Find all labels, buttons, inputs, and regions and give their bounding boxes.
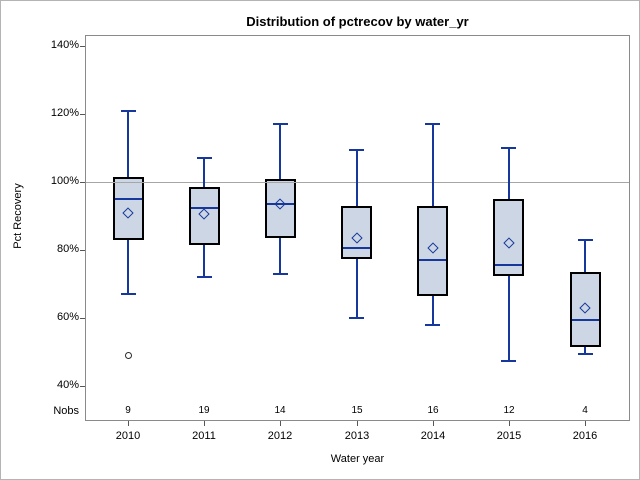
- lower-whisker-stem: [127, 240, 129, 294]
- box-iqr-border: [493, 199, 524, 276]
- y-tick-mark: [80, 182, 85, 183]
- median-line: [115, 198, 142, 200]
- upper-whisker-stem: [279, 124, 281, 179]
- upper-whisker-cap: [425, 123, 440, 125]
- x-tick-mark: [280, 421, 281, 426]
- x-tick-mark: [585, 421, 586, 426]
- lower-whisker-stem: [508, 276, 510, 361]
- x-tick-mark: [128, 421, 129, 426]
- upper-whisker-stem: [584, 240, 586, 272]
- x-tick-label: 2013: [344, 430, 370, 442]
- lower-whisker-cap: [197, 276, 212, 278]
- box-iqr-border: [570, 272, 601, 347]
- upper-whisker-cap: [501, 147, 516, 149]
- nobs-value: 12: [503, 405, 515, 416]
- nobs-value: 16: [427, 405, 439, 416]
- y-tick-label: 40%: [56, 379, 79, 391]
- y-tick-mark: [80, 250, 85, 251]
- upper-whisker-stem: [432, 124, 434, 206]
- upper-whisker-cap: [349, 149, 364, 151]
- lower-whisker-cap: [501, 360, 516, 362]
- median-line: [495, 264, 522, 266]
- box-iqr-fill: [341, 206, 372, 259]
- x-tick-mark: [433, 421, 434, 426]
- box-iqr-fill: [113, 177, 144, 240]
- lower-whisker-cap: [121, 293, 136, 295]
- upper-whisker-stem: [508, 148, 510, 199]
- box-iqr-border: [189, 187, 220, 245]
- median-line: [343, 247, 370, 249]
- lower-whisker-stem: [203, 245, 205, 277]
- chart-title: Distribution of pctrecov by water_yr: [246, 14, 469, 29]
- y-tick-label: 100%: [50, 175, 79, 187]
- y-tick-label: 120%: [50, 107, 79, 119]
- lower-whisker-cap: [425, 324, 440, 326]
- x-tick-label: 2015: [496, 430, 522, 442]
- box-iqr-fill: [417, 206, 448, 296]
- box-iqr-fill: [265, 179, 296, 238]
- x-tick-label: 2010: [115, 430, 141, 442]
- y-tick-label: 140%: [50, 39, 79, 51]
- x-tick-label: 2014: [420, 430, 446, 442]
- box-iqr-border: [417, 206, 448, 296]
- nobs-value: 19: [198, 405, 210, 416]
- upper-whisker-cap: [578, 239, 593, 241]
- box-iqr-border: [113, 177, 144, 240]
- nobs-value: 15: [351, 405, 363, 416]
- box-iqr-border: [341, 206, 372, 259]
- lower-whisker-cap: [273, 273, 288, 275]
- outlier-point: [125, 352, 132, 359]
- lower-whisker-stem: [356, 259, 358, 318]
- upper-whisker-cap: [121, 110, 136, 112]
- lower-whisker-stem: [432, 296, 434, 325]
- nobs-value: 9: [125, 405, 131, 416]
- lower-whisker-cap: [349, 317, 364, 319]
- x-tick-label: 2011: [192, 430, 216, 442]
- x-tick-mark: [509, 421, 510, 426]
- y-tick-mark: [80, 46, 85, 47]
- nobs-value: 4: [582, 405, 588, 416]
- y-tick-label: 60%: [56, 311, 79, 323]
- upper-whisker-cap: [197, 157, 212, 159]
- x-tick-label: 2012: [267, 430, 293, 442]
- y-tick-label: 80%: [56, 243, 79, 255]
- box-iqr-fill: [570, 272, 601, 347]
- x-tick-mark: [204, 421, 205, 426]
- upper-whisker-stem: [127, 111, 129, 177]
- median-line: [572, 319, 599, 321]
- box-iqr-fill: [493, 199, 524, 276]
- x-axis-label: Water year: [330, 453, 385, 465]
- median-line: [267, 203, 294, 205]
- lower-whisker-cap: [578, 353, 593, 355]
- x-tick-label: 2016: [572, 430, 598, 442]
- median-line: [419, 259, 446, 261]
- lower-whisker-stem: [584, 347, 586, 354]
- y-tick-mark: [80, 386, 85, 387]
- nobs-value: 14: [274, 405, 286, 416]
- y-tick-mark: [80, 114, 85, 115]
- y-axis-label: Pct Recovery: [12, 183, 24, 249]
- box-iqr-border: [265, 179, 296, 238]
- upper-whisker-stem: [203, 158, 205, 187]
- y-tick-mark: [80, 318, 85, 319]
- box-iqr-fill: [189, 187, 220, 245]
- median-line: [191, 207, 218, 209]
- nobs-row-label: Nobs: [53, 405, 79, 417]
- lower-whisker-stem: [279, 238, 281, 274]
- upper-whisker-cap: [273, 123, 288, 125]
- upper-whisker-stem: [356, 150, 358, 206]
- x-tick-mark: [357, 421, 358, 426]
